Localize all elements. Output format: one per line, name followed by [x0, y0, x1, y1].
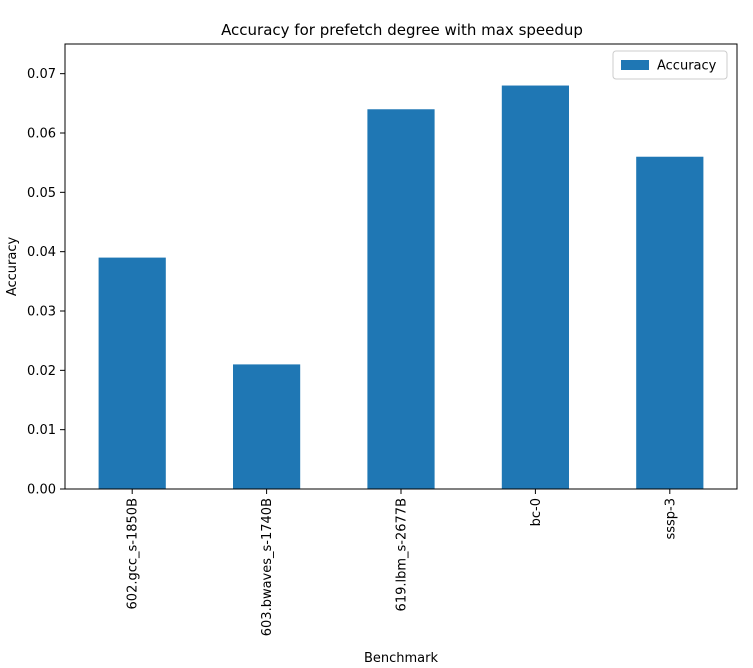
legend-swatch: [621, 60, 649, 70]
y-axis: 0.00 0.01 0.02 0.03 0.04 0.05 0.06 0.07: [27, 67, 65, 498]
x-axis: 602.gcc_s-1850B 603.bwaves_s-1740B 619.lbm…: [126, 489, 678, 636]
bar-3: [501, 85, 569, 490]
y-axis-title: Accuracy: [5, 237, 20, 297]
y-tick-label: 0.02: [27, 364, 56, 379]
bar-4: [636, 156, 704, 489]
x-tick-label: 602.gcc_s-1850B: [126, 498, 141, 609]
x-tick-label: sssp-3: [663, 498, 678, 540]
bar-0: [98, 257, 166, 489]
y-tick-label: 0.04: [27, 245, 56, 260]
legend-label: Accuracy: [657, 59, 717, 74]
y-tick-label: 0.01: [27, 423, 56, 438]
y-tick-label: 0.03: [27, 305, 56, 320]
x-axis-title: Benchmark: [364, 651, 439, 666]
bar-1: [233, 364, 301, 489]
plot-frame: [64, 43, 738, 490]
y-tick-label: 0.06: [27, 127, 56, 142]
y-tick-label: 0.00: [27, 483, 56, 498]
y-tick-label: 0.05: [27, 186, 56, 201]
bars-group: [98, 85, 704, 490]
y-tick-label: 0.07: [27, 67, 56, 82]
x-tick-label: bc-0: [529, 498, 544, 526]
x-tick-label: 603.bwaves_s-1740B: [260, 498, 275, 636]
x-tick-label: 619.lbm_s-2677B: [395, 498, 410, 611]
legend: Accuracy: [612, 50, 728, 80]
legend-box: [612, 50, 728, 80]
bar-2: [367, 109, 435, 490]
chart-title: Accuracy for prefetch degree with max sp…: [221, 21, 583, 39]
